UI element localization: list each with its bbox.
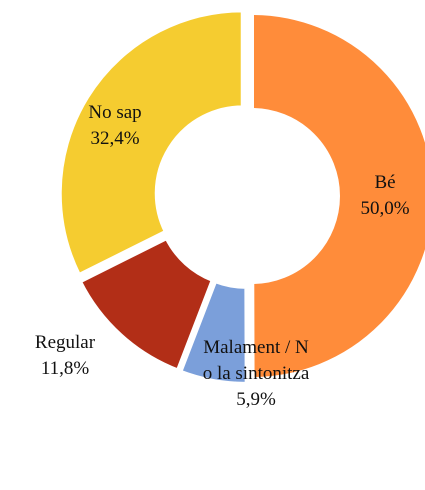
slice-category: Malament / No la sintonitza (202, 337, 310, 384)
slice-label: Bé 50,0% (340, 170, 425, 222)
donut-slice (177, 278, 249, 386)
slice-value: 11,8% (40, 358, 90, 379)
donut-slice (77, 235, 216, 374)
slice-category: Regular (34, 332, 96, 353)
slice-category: Bé (374, 172, 396, 193)
slice-value: 50,0% (360, 198, 410, 219)
slice-value: 32,4% (90, 128, 140, 149)
donut-slice (250, 10, 425, 382)
donut-slice (57, 8, 245, 278)
slice-value: 5,9% (236, 389, 276, 410)
slice-label: No sap 32,4% (70, 100, 160, 152)
slice-label: Regular 11,8% (5, 330, 125, 382)
slice-label: Malament / No la sintonitza 5,9% (200, 335, 312, 413)
slice-category: No sap (88, 102, 142, 123)
